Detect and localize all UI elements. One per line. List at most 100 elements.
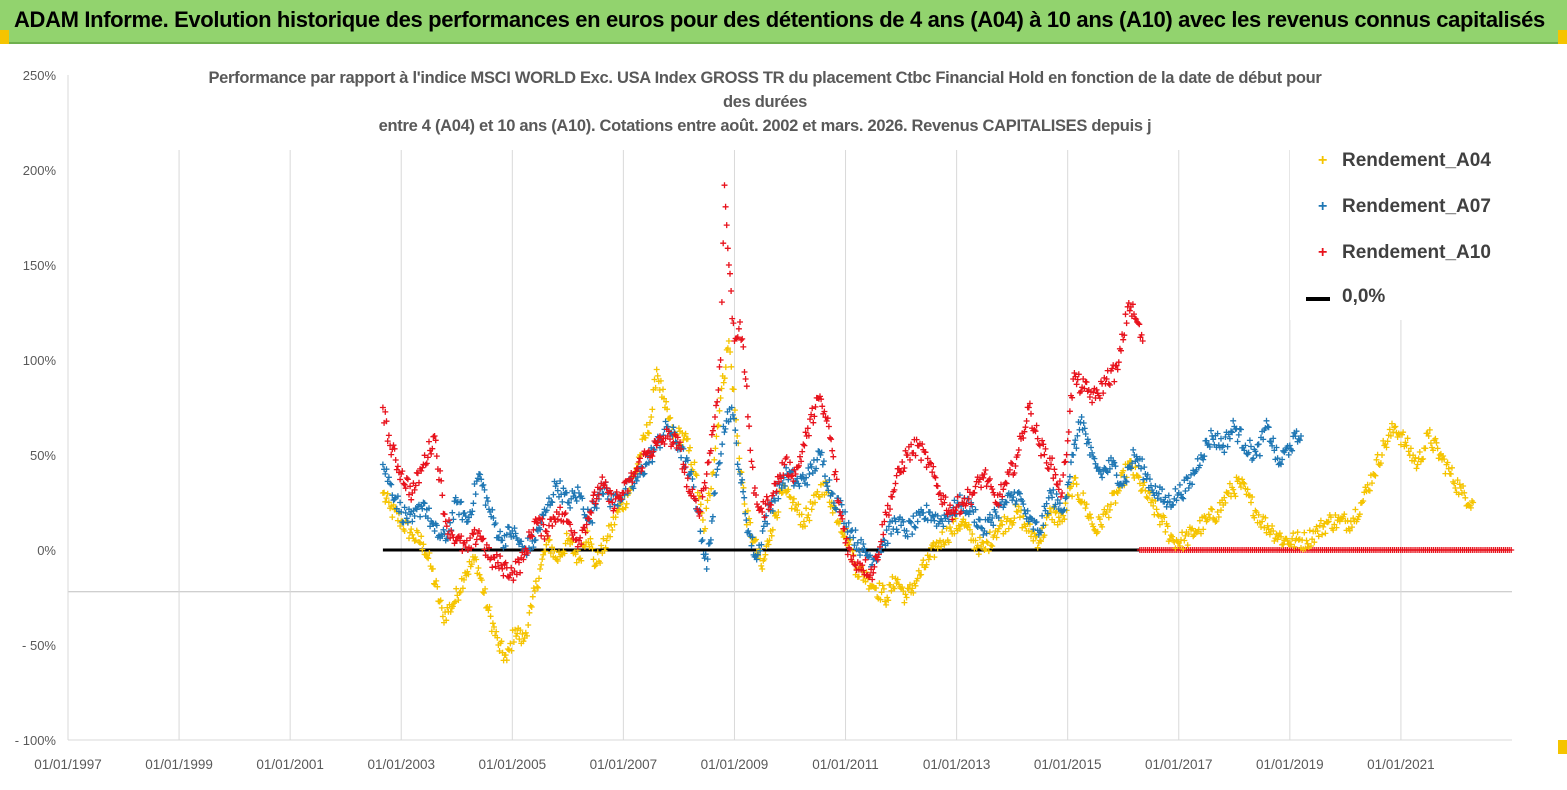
series-point <box>1159 486 1166 493</box>
series-point <box>1229 429 1236 436</box>
series-point <box>1172 485 1179 492</box>
series-point <box>708 485 715 492</box>
series-point <box>753 536 759 543</box>
series-point <box>602 479 609 485</box>
series-point <box>603 484 610 491</box>
series-point <box>888 530 895 537</box>
series-point <box>1360 498 1367 504</box>
series-point <box>1051 519 1058 526</box>
series-point <box>530 544 537 551</box>
series-point <box>665 428 672 435</box>
series-point <box>764 520 771 527</box>
series-point <box>1113 362 1120 369</box>
series-point <box>562 510 569 517</box>
series-point <box>1026 521 1033 528</box>
series-point <box>1312 528 1319 535</box>
series-point <box>1065 479 1072 486</box>
series-point <box>1256 519 1263 526</box>
series-point <box>947 524 953 531</box>
series-point <box>413 506 420 513</box>
series-point <box>502 543 509 549</box>
series-point <box>1120 467 1127 474</box>
series-point <box>1412 454 1419 461</box>
series-point <box>409 518 416 525</box>
series-point <box>389 514 396 521</box>
series-point <box>949 516 956 523</box>
series-point <box>1093 465 1100 472</box>
series-point <box>502 652 509 658</box>
series-point <box>379 461 386 468</box>
series-point <box>544 532 551 539</box>
series-point <box>931 517 938 524</box>
series-point <box>1115 359 1122 366</box>
series-point <box>729 411 736 418</box>
series-point <box>944 511 951 518</box>
series-point <box>1111 378 1118 385</box>
series-point <box>877 596 884 603</box>
series-point <box>539 515 546 522</box>
series-point <box>629 479 636 486</box>
series-point <box>430 433 437 440</box>
series-point <box>1059 490 1066 496</box>
series-point <box>1039 437 1046 444</box>
series-point <box>1038 538 1044 545</box>
series-point <box>929 469 936 476</box>
series-point <box>839 515 846 522</box>
series-point <box>1135 474 1142 481</box>
series-point <box>1239 476 1246 483</box>
series-point <box>726 406 733 412</box>
series-point <box>1214 430 1221 437</box>
series-point <box>1109 365 1116 372</box>
series-point <box>1074 492 1081 498</box>
series-point <box>1084 436 1091 443</box>
series-point <box>694 506 701 512</box>
series-point <box>838 512 845 519</box>
series-point <box>491 624 497 630</box>
series-point <box>1002 528 1009 535</box>
series-point <box>1246 437 1253 444</box>
series-point <box>808 463 815 470</box>
series-point <box>703 471 710 477</box>
series-point <box>524 632 530 639</box>
series-point <box>945 539 952 546</box>
series-point <box>935 520 942 527</box>
legend-label-zero: 0,0% <box>1342 286 1386 307</box>
series-point <box>589 498 596 505</box>
series-point <box>694 489 701 496</box>
series-point <box>528 532 535 539</box>
series-point <box>988 542 994 549</box>
series-point <box>567 521 574 528</box>
series-point <box>588 509 595 516</box>
series-point <box>529 593 536 600</box>
series-point <box>1441 456 1448 463</box>
series-point <box>1271 538 1278 544</box>
series-point <box>1019 498 1026 504</box>
series-point <box>486 603 493 610</box>
series-point <box>475 565 482 571</box>
series-point <box>935 540 942 546</box>
series-point <box>414 470 421 477</box>
series-point <box>581 524 588 531</box>
series-point <box>1422 445 1429 452</box>
series-point <box>1015 503 1022 510</box>
series-point <box>1099 523 1106 530</box>
series-point <box>1366 487 1373 494</box>
plus-marker-icon: + <box>1318 244 1328 261</box>
series-point <box>1095 392 1102 399</box>
series-point <box>1194 455 1201 462</box>
series-point <box>795 462 802 469</box>
series-point <box>1214 509 1221 515</box>
series-point <box>1460 483 1467 489</box>
series-point <box>1276 460 1283 467</box>
series-point <box>1218 435 1224 442</box>
series-point <box>532 537 539 543</box>
series-a10-point <box>1508 547 1515 553</box>
series-point <box>1265 424 1272 431</box>
series-point <box>1090 389 1097 396</box>
series-point <box>706 540 713 547</box>
series-point <box>754 501 760 508</box>
series-point <box>751 537 758 544</box>
series-point <box>815 448 822 455</box>
series-point <box>1013 497 1020 504</box>
series-point <box>519 631 526 637</box>
